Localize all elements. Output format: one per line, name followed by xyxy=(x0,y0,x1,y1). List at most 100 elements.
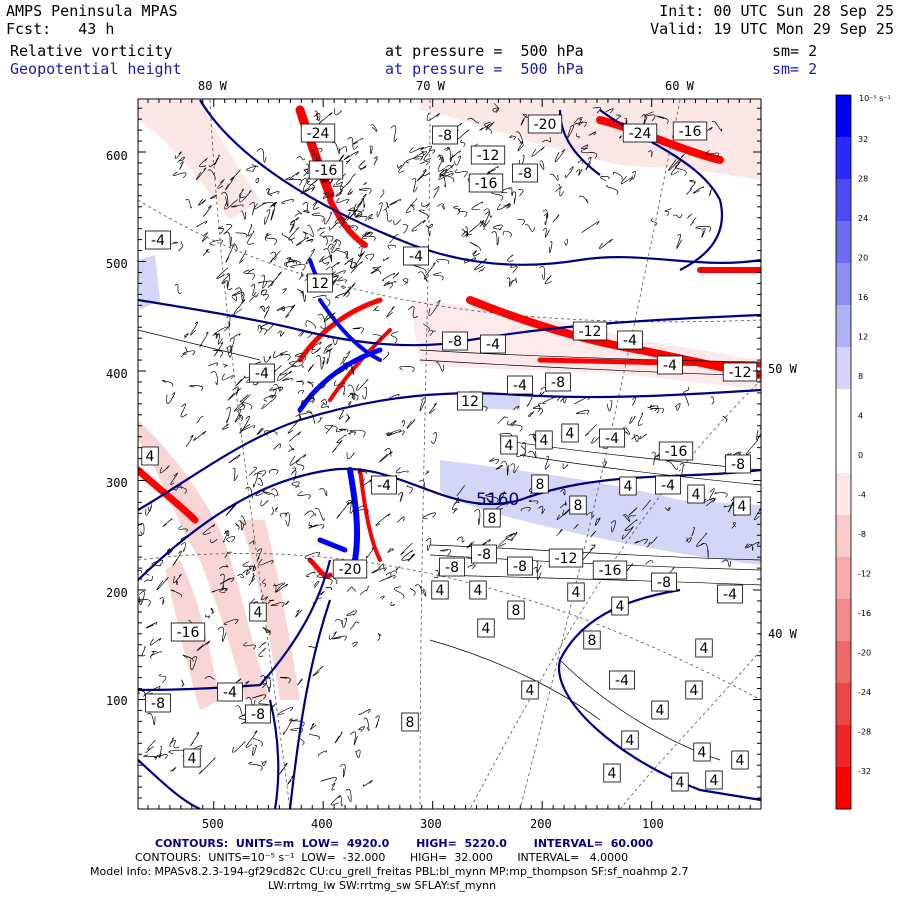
svg-text:-4: -4 xyxy=(723,587,737,603)
vorticity-label: -4 xyxy=(480,334,506,354)
vorticity-label: 4 xyxy=(693,742,711,762)
field2-level: at pressure = 500 hPa xyxy=(385,60,584,78)
svg-text:-8: -8 xyxy=(477,547,491,563)
vorticity-label: -8 xyxy=(725,454,751,474)
svg-text:8: 8 xyxy=(574,498,583,514)
svg-text:12: 12 xyxy=(461,394,479,410)
vorticity-contour-info: CONTOURS: UNITS=10⁻⁵ s⁻¹ LOW= -32.000 HI… xyxy=(135,851,629,864)
svg-text:-4: -4 xyxy=(661,478,675,494)
vorticity-label: 8 xyxy=(483,508,501,528)
svg-text:-8: -8 xyxy=(551,375,565,391)
vorticity-label: -16 xyxy=(170,622,206,642)
vorticity-label: 4 xyxy=(431,580,449,600)
y-tick-label: 300 xyxy=(106,476,128,490)
vorticity-label: 8 xyxy=(531,474,549,494)
lon-label-70w: 70 W xyxy=(416,79,445,93)
valid-time: Valid: 19 UTC Mon 29 Sep 25 xyxy=(650,20,894,38)
svg-text:-16: -16 xyxy=(177,625,200,641)
vorticity-label: 4 xyxy=(611,596,629,616)
y-tick-label: 500 xyxy=(106,257,128,271)
init-time: Init: 00 UTC Sun 28 Sep 25 xyxy=(659,2,894,20)
svg-text:-4: -4 xyxy=(623,333,637,349)
x-tick-label: 300 xyxy=(420,817,442,831)
x-tick-label: 500 xyxy=(202,817,224,831)
vorticity-label: 4 xyxy=(687,484,705,504)
physics-info: LW:rrtmg_lw SW:rrtmg_sw SFLAY:sf_mynn xyxy=(268,879,497,892)
svg-text:-12: -12 xyxy=(729,365,752,381)
vorticity-label: -16 xyxy=(592,560,628,580)
svg-text:-4: -4 xyxy=(663,358,677,374)
vorticity-label: -4 xyxy=(217,682,243,702)
vorticity-label: -16 xyxy=(468,173,504,193)
vorticity-label: 4 xyxy=(621,730,639,750)
svg-text:4: 4 xyxy=(608,766,617,782)
vorticity-contours xyxy=(138,103,761,806)
svg-text:-24: -24 xyxy=(307,126,330,142)
lon-label-60w: 60 W xyxy=(665,79,694,93)
svg-text:4: 4 xyxy=(690,683,699,699)
svg-text:4: 4 xyxy=(626,733,635,749)
field1-name: Relative vorticity xyxy=(10,42,173,60)
vorticity-label: 4 xyxy=(685,680,703,700)
svg-text:12: 12 xyxy=(311,276,329,292)
vorticity-label: 4 xyxy=(731,750,749,770)
svg-text:4: 4 xyxy=(474,583,483,599)
vorticity-label: 12 xyxy=(307,273,333,293)
vorticity-label: 8 xyxy=(583,630,601,650)
svg-text:-4: -4 xyxy=(151,233,165,249)
vorticity-label: 8 xyxy=(401,712,419,732)
vorticity-label: -16 xyxy=(658,441,694,461)
vorticity-label: 4 xyxy=(535,430,553,450)
svg-text:8: 8 xyxy=(588,633,597,649)
vorticity-label: 4 xyxy=(469,580,487,600)
vorticity-label: -8 xyxy=(145,693,171,713)
vorticity-label: 8 xyxy=(507,600,525,620)
svg-text:8: 8 xyxy=(536,477,545,493)
svg-text:-12: -12 xyxy=(579,324,602,340)
svg-text:-4: -4 xyxy=(223,685,237,701)
svg-text:4: 4 xyxy=(624,479,633,495)
vorticity-label: -12 xyxy=(470,145,506,165)
svg-text:4: 4 xyxy=(188,751,197,767)
svg-text:-20: -20 xyxy=(339,562,362,578)
vorticity-label: -4 xyxy=(249,363,275,383)
vorticity-label-group: -24 -16 -8 -12 -20 -24 -16 -16 -8 -4 -4 12 -8 -4 -12 -4… xyxy=(141,114,758,792)
vorticity-label: -4 xyxy=(657,355,683,375)
vorticity-label: -20 xyxy=(527,114,563,134)
svg-text:-8: -8 xyxy=(731,457,745,473)
svg-text:-8: -8 xyxy=(438,128,452,144)
vorticity-label: 8 xyxy=(569,495,587,515)
vorticity-label: -12 xyxy=(572,321,608,341)
svg-text:4: 4 xyxy=(540,433,549,449)
svg-text:4: 4 xyxy=(698,745,707,761)
svg-text:-24: -24 xyxy=(629,126,652,142)
vorticity-label: 4 xyxy=(567,582,585,602)
svg-text:4: 4 xyxy=(566,426,575,442)
vorticity-label: -20 xyxy=(332,559,368,579)
lon-label-80w: 80 W xyxy=(198,79,227,93)
svg-text:-8: -8 xyxy=(518,166,532,182)
field2-name: Geopotential height xyxy=(10,60,182,78)
field1-level: at pressure = 500 hPa xyxy=(385,42,584,60)
svg-text:-16: -16 xyxy=(599,563,622,579)
vorticity-label: 4 xyxy=(651,700,669,720)
vorticity-label: 4 xyxy=(477,618,495,638)
field2-smoothing: sm= 2 xyxy=(772,60,818,78)
svg-text:4: 4 xyxy=(572,585,581,601)
svg-text:-20: -20 xyxy=(534,117,557,133)
svg-text:8: 8 xyxy=(512,603,521,619)
vorticity-label: -4 xyxy=(655,475,681,495)
svg-text:-16: -16 xyxy=(679,124,702,140)
vorticity-label: -12 xyxy=(548,548,584,568)
svg-text:8: 8 xyxy=(488,511,497,527)
svg-text:-8: -8 xyxy=(448,334,462,350)
field1-smoothing: sm= 2 xyxy=(772,42,818,60)
svg-text:-12: -12 xyxy=(555,551,578,567)
svg-text:-4: -4 xyxy=(377,478,391,494)
svg-text:4: 4 xyxy=(482,621,491,637)
svg-text:-16: -16 xyxy=(665,444,688,460)
vorticity-label: -12 xyxy=(722,362,758,382)
vorticity-label: 4 xyxy=(733,496,751,516)
svg-text:-4: -4 xyxy=(409,249,423,265)
svg-text:4: 4 xyxy=(436,583,445,599)
